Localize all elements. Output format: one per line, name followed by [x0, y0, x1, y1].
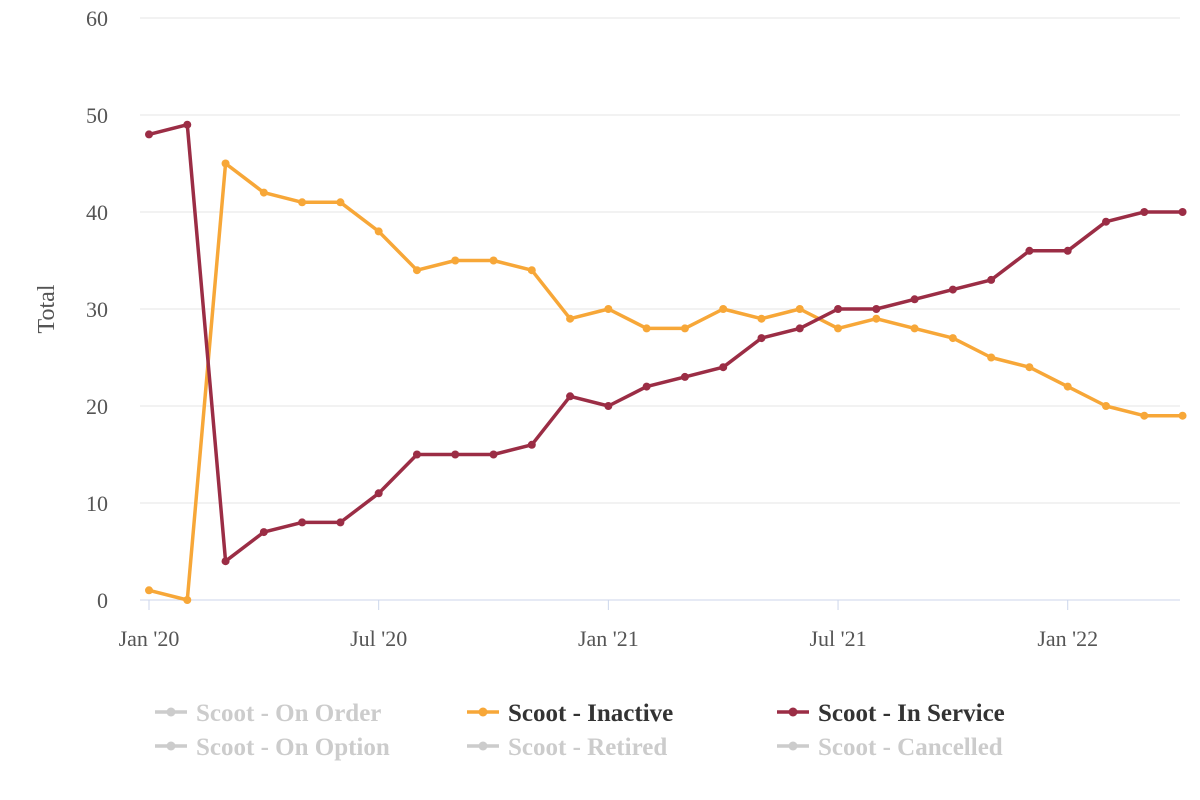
x-tick-label: Jan '20 — [119, 626, 180, 651]
legend-symbol-marker — [478, 707, 488, 717]
x-tick-label: Jul '20 — [350, 626, 407, 651]
data-point-scoot-inactive[interactable] — [374, 227, 383, 236]
data-point-scoot-inactive[interactable] — [987, 353, 996, 362]
data-point-scoot-in-service[interactable] — [412, 450, 421, 459]
legend-label: Scoot - In Service — [818, 700, 1005, 727]
data-point-scoot-inactive[interactable] — [604, 305, 613, 313]
data-point-scoot-in-service[interactable] — [566, 392, 575, 401]
data-point-scoot-in-service[interactable] — [451, 450, 460, 459]
x-tick-label: Jul '21 — [809, 626, 866, 651]
legend-label: Scoot - On Option — [196, 734, 390, 761]
data-point-scoot-inactive[interactable] — [298, 198, 307, 207]
legend-label: Scoot - Cancelled — [818, 734, 1003, 761]
legend-item-scoot-on-order[interactable]: Scoot - On Order — [155, 700, 381, 727]
legend-item-scoot-on-option[interactable]: Scoot - On Option — [155, 734, 390, 761]
x-tick-label: Jan '21 — [578, 626, 639, 651]
y-tick-label: 60 — [86, 6, 108, 31]
data-point-scoot-inactive[interactable] — [451, 256, 460, 265]
data-point-scoot-in-service[interactable] — [910, 295, 919, 304]
gridlines — [140, 17, 1180, 504]
legend-symbol-marker — [478, 741, 488, 751]
data-point-scoot-in-service[interactable] — [1063, 246, 1072, 255]
data-point-scoot-in-service[interactable] — [642, 382, 651, 391]
data-point-scoot-in-service[interactable] — [259, 528, 268, 537]
y-tick-label: 0 — [97, 588, 108, 613]
data-point-scoot-inactive[interactable] — [910, 324, 919, 333]
data-point-scoot-in-service[interactable] — [1102, 217, 1110, 226]
data-point-scoot-inactive[interactable] — [834, 324, 843, 333]
data-point-scoot-in-service[interactable] — [489, 450, 498, 459]
data-point-scoot-inactive[interactable] — [680, 324, 689, 333]
legend-symbol-marker — [788, 707, 798, 717]
y-tick-label: 10 — [86, 491, 108, 516]
data-point-scoot-in-service[interactable] — [1140, 208, 1149, 216]
data-point-scoot-inactive[interactable] — [642, 324, 651, 333]
y-tick-label: 50 — [86, 103, 108, 128]
data-point-scoot-in-service[interactable] — [145, 130, 153, 139]
data-point-scoot-inactive[interactable] — [1178, 411, 1187, 420]
data-point-scoot-inactive[interactable] — [795, 305, 804, 313]
y-tick-label: 40 — [86, 200, 108, 225]
data-point-scoot-inactive[interactable] — [336, 198, 345, 207]
data-point-scoot-in-service[interactable] — [221, 557, 230, 566]
legend-symbol-marker — [788, 741, 798, 751]
legend-label: Scoot - Retired — [508, 734, 667, 761]
data-point-scoot-inactive[interactable] — [259, 188, 268, 197]
data-point-scoot-inactive[interactable] — [527, 266, 536, 275]
data-point-scoot-inactive[interactable] — [221, 159, 230, 168]
data-point-scoot-in-service[interactable] — [757, 334, 766, 343]
data-point-scoot-in-service[interactable] — [604, 402, 613, 410]
data-point-scoot-in-service[interactable] — [872, 305, 881, 313]
data-point-scoot-inactive[interactable] — [145, 586, 153, 595]
data-point-scoot-inactive[interactable] — [1063, 382, 1072, 391]
legend-symbol-marker — [166, 707, 176, 717]
data-point-scoot-in-service[interactable] — [1178, 208, 1187, 216]
data-point-scoot-in-service[interactable] — [527, 440, 536, 449]
series-line-scoot-inactive[interactable] — [147, 161, 1185, 602]
y-tick-label: 20 — [86, 394, 108, 419]
data-point-scoot-inactive[interactable] — [1025, 363, 1034, 372]
data-point-scoot-inactive[interactable] — [489, 256, 498, 265]
data-point-scoot-inactive[interactable] — [1102, 402, 1110, 410]
data-point-scoot-inactive[interactable] — [757, 314, 766, 323]
data-point-scoot-inactive[interactable] — [566, 314, 575, 323]
data-point-scoot-in-service[interactable] — [948, 285, 957, 294]
data-point-scoot-inactive[interactable] — [719, 305, 728, 313]
x-tick-label: Jan '22 — [1037, 626, 1098, 651]
data-point-scoot-in-service[interactable] — [374, 489, 383, 498]
data-point-scoot-inactive[interactable] — [412, 266, 421, 275]
legend-item-scoot-in-service[interactable]: Scoot - In Service — [777, 700, 1005, 727]
data-point-scoot-in-service[interactable] — [1025, 246, 1034, 255]
data-point-scoot-inactive[interactable] — [872, 314, 881, 323]
data-point-scoot-inactive[interactable] — [948, 334, 957, 343]
data-point-scoot-in-service[interactable] — [987, 275, 996, 284]
legend: Scoot - On Order Scoot - Inactive Scoot - … — [155, 700, 1005, 761]
data-point-scoot-in-service[interactable] — [834, 305, 843, 313]
y-tick-label: 30 — [86, 297, 108, 322]
legend-item-scoot-retired[interactable]: Scoot - Retired — [467, 734, 667, 761]
data-point-scoot-in-service[interactable] — [183, 120, 192, 129]
axes: 0 10 20 30 40 50 60 Jan '20 Jul '20 Jan '21 Jul '2… — [34, 6, 1180, 651]
data-point-scoot-inactive[interactable] — [1140, 411, 1149, 420]
series-line-scoot-in-service[interactable] — [147, 122, 1185, 563]
legend-item-scoot-cancelled[interactable]: Scoot - Cancelled — [777, 734, 1003, 761]
legend-item-scoot-inactive[interactable]: Scoot - Inactive — [467, 700, 673, 727]
data-point-scoot-in-service[interactable] — [298, 518, 307, 527]
data-point-scoot-in-service[interactable] — [795, 324, 804, 333]
series-group — [145, 120, 1187, 604]
data-point-scoot-in-service[interactable] — [719, 363, 728, 372]
data-point-scoot-in-service[interactable] — [680, 372, 689, 381]
legend-label: Scoot - Inactive — [508, 700, 673, 727]
legend-label: Scoot - On Order — [196, 700, 381, 727]
legend-symbol-marker — [166, 741, 176, 751]
data-point-scoot-inactive[interactable] — [183, 596, 192, 604]
data-point-scoot-in-service[interactable] — [336, 518, 345, 527]
y-axis-title: Total — [34, 284, 60, 333]
